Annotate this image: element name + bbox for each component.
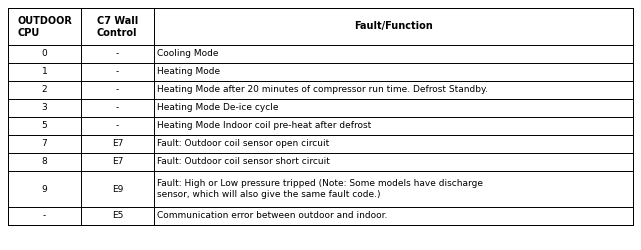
Bar	[154, 153, 633, 171]
Bar	[81, 63, 154, 81]
Text: Heating Mode: Heating Mode	[157, 68, 220, 76]
Text: Heating Mode Indoor coil pre-heat after defrost: Heating Mode Indoor coil pre-heat after …	[157, 122, 371, 130]
Text: 9: 9	[42, 184, 47, 194]
Text: Fault: High or Low pressure tripped (Note: Some models have discharge
sensor, wh: Fault: High or Low pressure tripped (Not…	[157, 179, 483, 199]
Text: Fault: Outdoor coil sensor open circuit: Fault: Outdoor coil sensor open circuit	[157, 140, 329, 148]
Bar	[154, 135, 633, 153]
Text: Fault: Outdoor coil sensor short circuit: Fault: Outdoor coil sensor short circuit	[157, 158, 330, 166]
Bar	[154, 171, 633, 207]
Text: -: -	[116, 122, 119, 130]
Text: E7: E7	[112, 140, 123, 148]
Text: Heating Mode after 20 minutes of compressor run time. Defrost Standby.: Heating Mode after 20 minutes of compres…	[157, 86, 488, 94]
Text: -: -	[116, 86, 119, 94]
Bar	[154, 81, 633, 99]
Text: Fault/Function: Fault/Function	[354, 22, 433, 32]
Bar	[81, 135, 154, 153]
Bar	[154, 63, 633, 81]
Bar	[8, 207, 81, 225]
Bar	[8, 63, 81, 81]
Bar	[8, 45, 81, 63]
Text: OUTDOOR
CPU: OUTDOOR CPU	[17, 16, 72, 38]
Bar	[81, 8, 154, 45]
Text: -: -	[116, 50, 119, 58]
Bar	[8, 117, 81, 135]
Text: Communication error between outdoor and indoor.: Communication error between outdoor and …	[157, 212, 387, 220]
Text: 8: 8	[42, 158, 47, 166]
Bar	[81, 153, 154, 171]
Text: 7: 7	[42, 140, 47, 148]
Text: 2: 2	[42, 86, 47, 94]
Text: E5: E5	[112, 212, 123, 220]
Bar	[81, 45, 154, 63]
Text: C7 Wall
Control: C7 Wall Control	[97, 16, 138, 38]
Text: Cooling Mode: Cooling Mode	[157, 50, 219, 58]
Text: 3: 3	[42, 104, 47, 112]
Text: -: -	[116, 104, 119, 112]
Bar	[154, 117, 633, 135]
Bar	[8, 135, 81, 153]
Bar	[8, 153, 81, 171]
Text: -: -	[116, 68, 119, 76]
Bar	[8, 99, 81, 117]
Bar	[154, 207, 633, 225]
Bar	[81, 171, 154, 207]
Bar	[8, 81, 81, 99]
Text: -: -	[43, 212, 46, 220]
Text: Heating Mode De-ice cycle: Heating Mode De-ice cycle	[157, 104, 278, 112]
Bar	[81, 207, 154, 225]
Text: 5: 5	[42, 122, 47, 130]
Bar	[81, 99, 154, 117]
Bar	[154, 45, 633, 63]
Text: E9: E9	[112, 184, 123, 194]
Bar	[8, 8, 633, 225]
Bar	[81, 81, 154, 99]
Bar	[8, 8, 81, 45]
Text: E7: E7	[112, 158, 123, 166]
Text: 0: 0	[42, 50, 47, 58]
Bar	[154, 99, 633, 117]
Bar	[154, 8, 633, 45]
Bar	[81, 117, 154, 135]
Bar	[8, 171, 81, 207]
Text: 1: 1	[42, 68, 47, 76]
